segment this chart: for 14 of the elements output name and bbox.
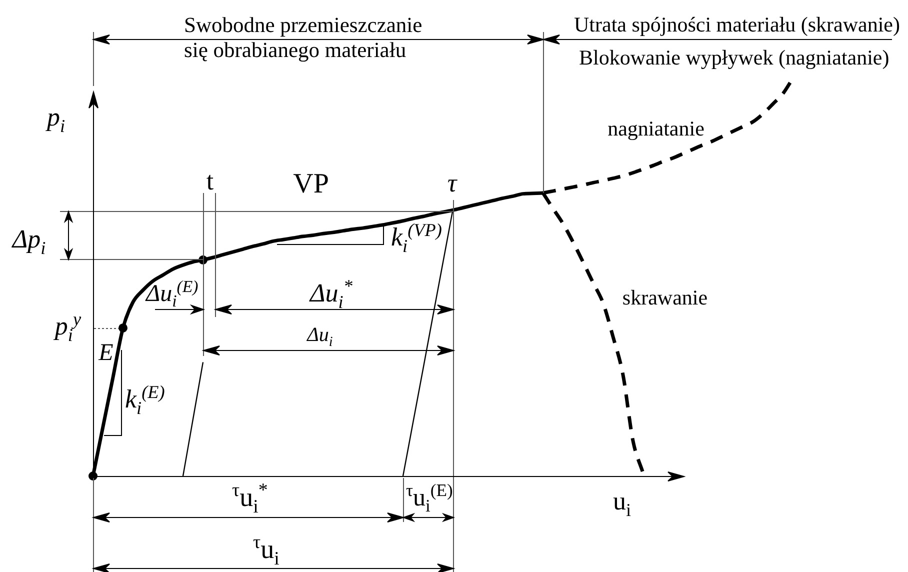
- text: Utrata spójności materiału (skrawanie): [574, 12, 900, 37]
- annotation: τ: [447, 168, 457, 198]
- y-axis-title: p$_{i}$: [46, 102, 66, 136]
- series-label: skrawanie: [622, 285, 708, 310]
- annotation: Δu$_{i}$: [307, 324, 333, 350]
- text: Δp$_{i}$: [12, 224, 46, 258]
- series-label: nagniatanie: [608, 116, 704, 141]
- text: Blokowanie wypływek (nagniatanie): [579, 45, 890, 70]
- annotation: t: [206, 166, 214, 196]
- text: $^{τ}$u$_{i}$: [253, 532, 280, 570]
- x-axis-title: u$_{i}$: [612, 486, 632, 520]
- annotation: E: [98, 340, 114, 366]
- annotation: VP: [293, 168, 329, 200]
- text: Swobodne przemieszczanie się obrabianego materiału: [184, 12, 424, 62]
